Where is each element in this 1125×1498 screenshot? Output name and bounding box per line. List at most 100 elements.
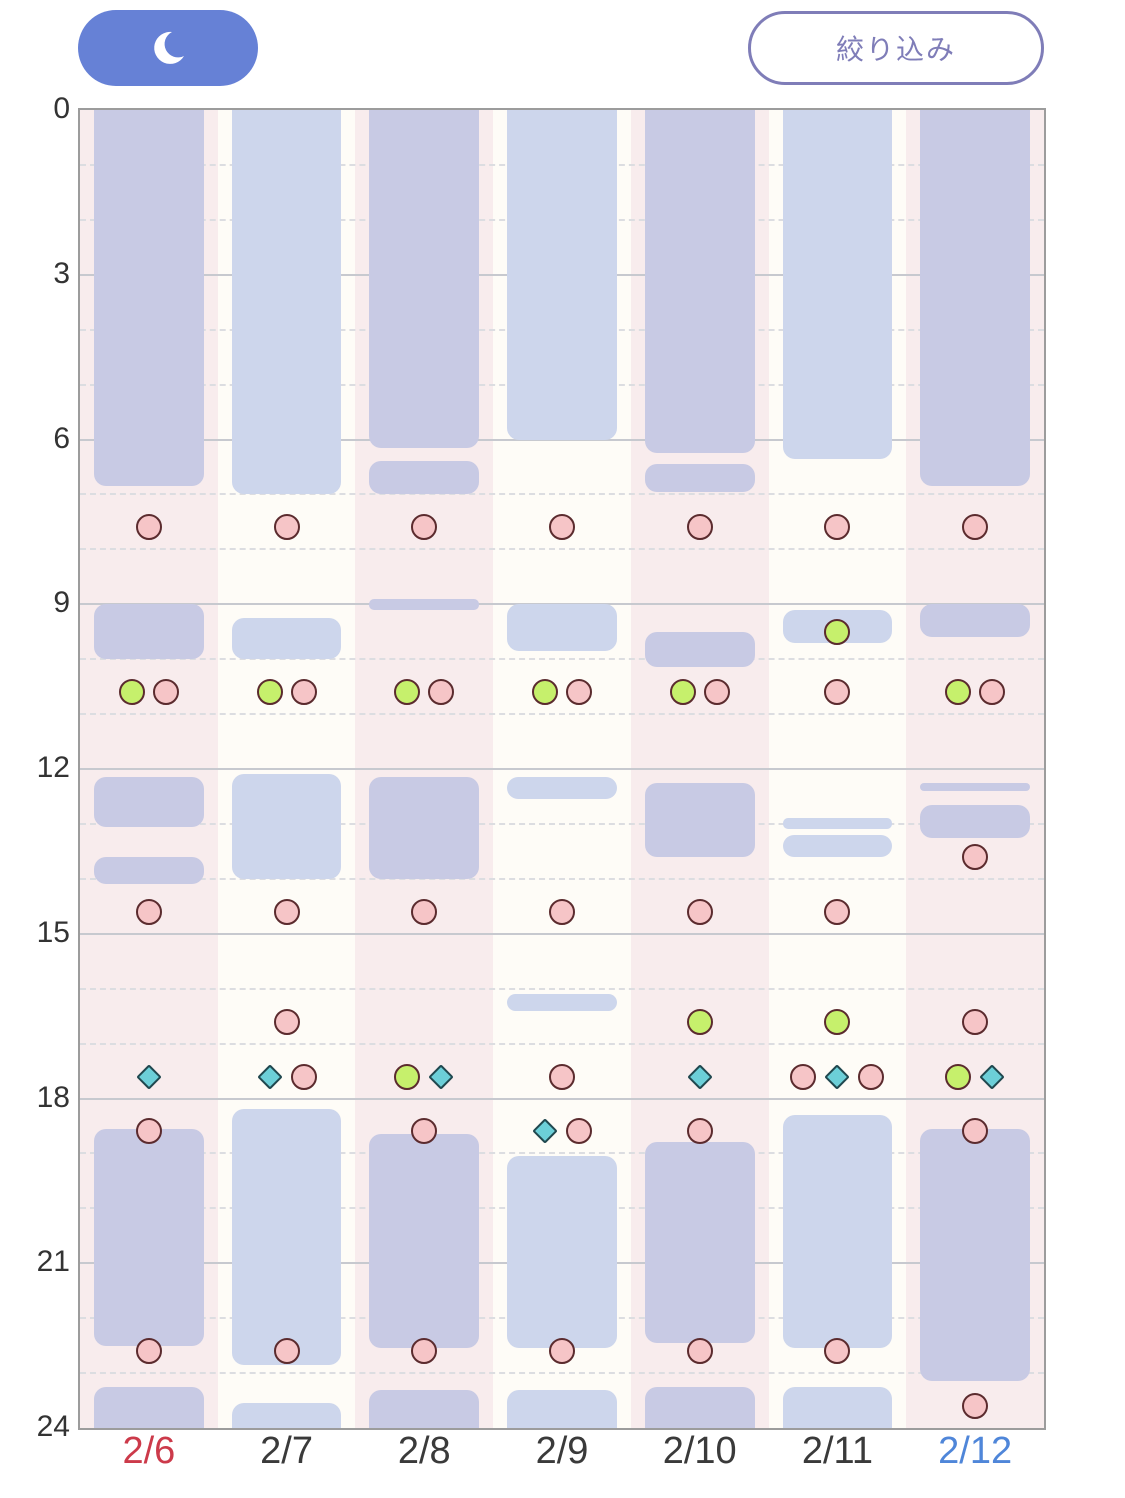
event-marker-green[interactable] xyxy=(945,679,972,706)
event-marker-green[interactable] xyxy=(686,1008,713,1035)
event-marker-pink[interactable] xyxy=(273,514,300,541)
sleep-block[interactable] xyxy=(920,804,1030,838)
event-marker-pink[interactable] xyxy=(135,1338,162,1365)
event-marker-pink[interactable] xyxy=(962,1008,989,1035)
sleep-block[interactable] xyxy=(644,110,755,454)
event-marker-pink[interactable] xyxy=(979,679,1006,706)
y-tick-label: 6 xyxy=(53,421,70,455)
event-marker-green[interactable] xyxy=(394,679,421,706)
sleep-block[interactable] xyxy=(369,110,480,448)
event-marker-pink[interactable] xyxy=(411,514,438,541)
y-tick-label: 18 xyxy=(36,1080,70,1114)
event-marker-green[interactable] xyxy=(669,679,696,706)
event-marker-pink[interactable] xyxy=(686,898,713,925)
event-marker-green[interactable] xyxy=(256,679,283,706)
event-marker-pink[interactable] xyxy=(962,1118,989,1145)
night-mode-button[interactable] xyxy=(78,10,258,86)
event-marker-pink[interactable] xyxy=(290,1063,317,1090)
sleep-block[interactable] xyxy=(920,604,1030,638)
event-marker-pink[interactable] xyxy=(549,514,575,541)
sleep-block[interactable] xyxy=(644,1142,755,1343)
sleep-block[interactable] xyxy=(231,774,342,879)
sleep-block[interactable] xyxy=(507,604,617,651)
event-marker-green[interactable] xyxy=(945,1063,972,1090)
event-marker-green[interactable] xyxy=(532,679,558,706)
sleep-block[interactable] xyxy=(231,1109,342,1365)
event-marker-pink[interactable] xyxy=(824,1338,851,1365)
grid-line-minor xyxy=(80,713,1044,716)
sleep-block[interactable] xyxy=(507,994,617,1011)
event-marker-pink[interactable] xyxy=(824,679,851,706)
sleep-block[interactable] xyxy=(644,1386,755,1428)
event-marker-pink[interactable] xyxy=(411,898,438,925)
event-marker-pink[interactable] xyxy=(549,1338,575,1365)
event-marker-pink[interactable] xyxy=(790,1063,817,1090)
event-marker-pink[interactable] xyxy=(135,514,162,541)
filter-button[interactable]: 絞り込み xyxy=(748,11,1044,85)
sleep-block[interactable] xyxy=(920,110,1030,487)
event-marker-green[interactable] xyxy=(394,1063,421,1090)
sleep-block[interactable] xyxy=(231,617,342,660)
event-marker-pink[interactable] xyxy=(686,514,713,541)
event-marker-pink[interactable] xyxy=(686,1118,713,1145)
event-marker-green[interactable] xyxy=(118,679,145,706)
sleep-block[interactable] xyxy=(94,604,204,660)
sleep-block[interactable] xyxy=(920,782,1030,791)
day-label: 2/12 xyxy=(938,1430,1013,1472)
event-marker-pink[interactable] xyxy=(135,898,162,925)
sleep-block[interactable] xyxy=(231,1403,342,1428)
sleep-block[interactable] xyxy=(369,461,480,495)
sleep-block[interactable] xyxy=(369,777,480,879)
sleep-block[interactable] xyxy=(94,1128,204,1346)
event-marker-pink[interactable] xyxy=(566,679,592,706)
event-marker-pink[interactable] xyxy=(411,1118,438,1145)
sleep-block[interactable] xyxy=(507,110,617,440)
sleep-block[interactable] xyxy=(94,110,204,487)
event-marker-pink[interactable] xyxy=(152,679,179,706)
grid-line-minor xyxy=(80,1372,1044,1375)
sleep-block[interactable] xyxy=(94,1386,204,1428)
event-marker-green[interactable] xyxy=(824,618,851,645)
event-marker-pink[interactable] xyxy=(703,679,730,706)
event-marker-pink[interactable] xyxy=(290,679,317,706)
event-marker-pink[interactable] xyxy=(273,1008,300,1035)
sleep-block[interactable] xyxy=(644,631,755,668)
grid-line-minor xyxy=(80,1042,1044,1045)
sleep-block[interactable] xyxy=(782,834,893,857)
event-marker-pink[interactable] xyxy=(428,679,455,706)
sleep-block[interactable] xyxy=(94,856,204,885)
sleep-block[interactable] xyxy=(782,1114,893,1349)
event-marker-pink[interactable] xyxy=(686,1338,713,1365)
sleep-block[interactable] xyxy=(507,777,617,800)
day-label: 2/11 xyxy=(801,1430,873,1472)
day-label: 2/8 xyxy=(397,1430,451,1472)
sleep-block[interactable] xyxy=(369,598,480,610)
day-label: 2/6 xyxy=(122,1430,176,1472)
sleep-block[interactable] xyxy=(644,782,755,857)
sleep-block[interactable] xyxy=(507,1156,617,1349)
sleep-block[interactable] xyxy=(369,1389,480,1428)
sleep-block[interactable] xyxy=(94,777,204,827)
event-marker-pink[interactable] xyxy=(273,898,300,925)
event-marker-pink[interactable] xyxy=(135,1118,162,1145)
sleep-block[interactable] xyxy=(782,110,893,459)
event-marker-pink[interactable] xyxy=(566,1118,592,1145)
sleep-block[interactable] xyxy=(507,1389,617,1428)
event-marker-pink[interactable] xyxy=(824,514,851,541)
sleep-block[interactable] xyxy=(369,1134,480,1349)
event-marker-pink[interactable] xyxy=(411,1338,438,1365)
sleep-block[interactable] xyxy=(782,818,893,830)
sleep-block[interactable] xyxy=(644,464,755,492)
sleep-block[interactable] xyxy=(231,110,342,495)
sleep-block[interactable] xyxy=(782,1386,893,1428)
event-marker-pink[interactable] xyxy=(962,514,989,541)
event-marker-pink[interactable] xyxy=(858,1063,885,1090)
event-marker-pink[interactable] xyxy=(824,898,851,925)
event-marker-pink[interactable] xyxy=(962,1393,989,1420)
event-marker-pink[interactable] xyxy=(273,1338,300,1365)
sleep-block[interactable] xyxy=(920,1128,1030,1382)
event-marker-green[interactable] xyxy=(824,1008,851,1035)
event-marker-pink[interactable] xyxy=(962,843,989,870)
event-marker-pink[interactable] xyxy=(549,898,575,925)
event-marker-pink[interactable] xyxy=(549,1063,575,1090)
